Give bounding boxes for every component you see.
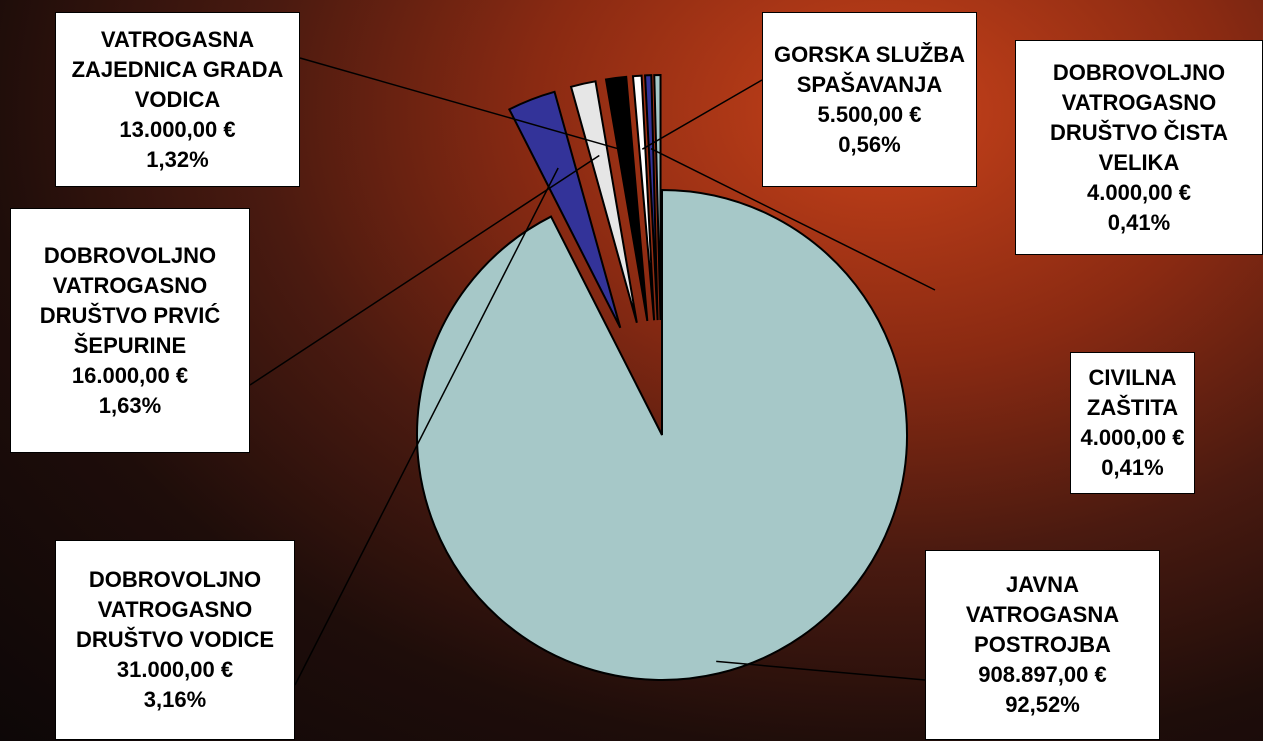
data-label: DOBROVOLJNO VATROGASNO DRUŠTVO ČISTA VEL… <box>1015 40 1263 255</box>
label-percent: 0,56% <box>767 130 972 160</box>
leader-line <box>716 661 925 680</box>
label-amount: 4.000,00 € <box>1075 423 1190 453</box>
page: {"chart_data": {"type": "pie", "categori… <box>0 0 1263 741</box>
label-name: DOBROVOLJNO VATROGASNO DRUŠTVO VODICE <box>60 565 290 655</box>
label-amount: 5.500,00 € <box>767 100 972 130</box>
label-amount: 4.000,00 € <box>1020 178 1258 208</box>
data-label: DOBROVOLJNO VATROGASNO DRUŠTVO PRVIĆ ŠEP… <box>10 208 250 453</box>
label-amount: 16.000,00 € <box>15 361 245 391</box>
label-percent: 1,63% <box>15 391 245 421</box>
label-percent: 92,52% <box>930 690 1155 720</box>
label-name: GORSKA SLUŽBA SPAŠAVANJA <box>767 40 972 100</box>
label-amount: 13.000,00 € <box>60 115 295 145</box>
label-name: CIVILNA ZAŠTITA <box>1075 363 1190 423</box>
label-percent: 0,41% <box>1020 208 1258 238</box>
label-percent: 0,41% <box>1075 453 1190 483</box>
label-name: DOBROVOLJNO VATROGASNO DRUŠTVO PRVIĆ ŠEP… <box>15 241 245 361</box>
pie-slice <box>417 190 907 680</box>
label-name: VATROGASNA ZAJEDNICA GRADA VODICA <box>60 25 295 115</box>
label-percent: 3,16% <box>60 685 290 715</box>
label-name: JAVNA VATROGASNA POSTROJBA <box>930 570 1155 660</box>
label-percent: 1,32% <box>60 145 295 175</box>
label-name: DOBROVOLJNO VATROGASNO DRUŠTVO ČISTA VEL… <box>1020 58 1258 178</box>
label-amount: 908.897,00 € <box>930 660 1155 690</box>
label-amount: 31.000,00 € <box>60 655 290 685</box>
